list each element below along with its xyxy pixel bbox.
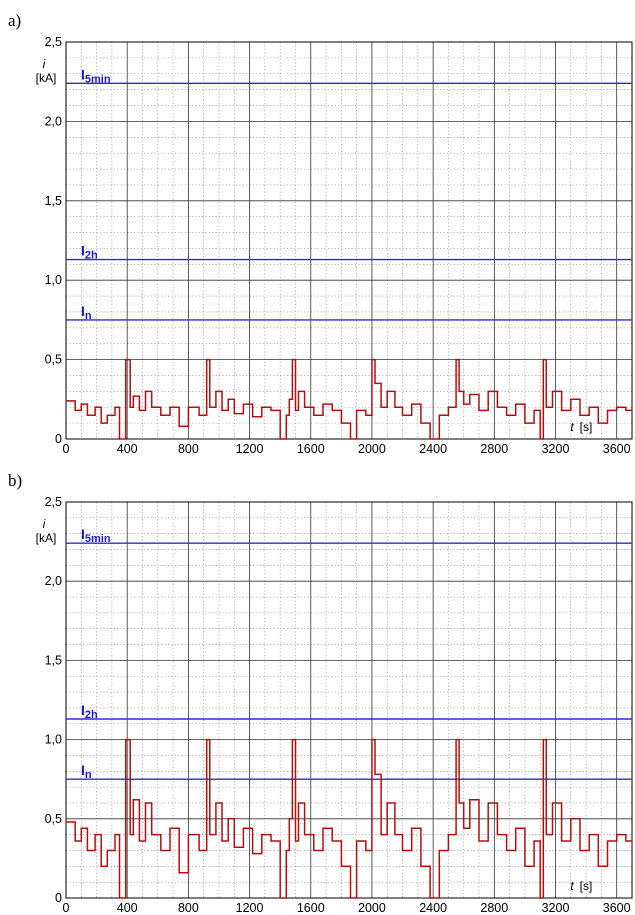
reference-label-main: I [81, 762, 85, 778]
y-tick-label: 0,5 [45, 812, 62, 826]
panel-label: a) [8, 11, 21, 30]
x-tick-label: 2400 [419, 442, 447, 456]
reference-label-2h: I2h [81, 702, 98, 721]
x-axis-unit: [s] [580, 420, 593, 434]
y-tick-label: 2,5 [45, 35, 62, 49]
x-tick-label: 2000 [358, 442, 386, 456]
x-tick-label: 3600 [603, 901, 631, 915]
x-tick-label: 2800 [480, 901, 508, 915]
plot-frame [65, 501, 633, 899]
reference-label-main: I [81, 702, 85, 718]
current-series-line [66, 738, 632, 899]
y-axis-unit: [kA] [36, 531, 57, 545]
reference-label-sub: 5min [85, 73, 111, 85]
reference-label-main: I [81, 66, 85, 82]
y-tick-label: 0,5 [45, 353, 62, 367]
y-tick-label: 2,0 [45, 574, 62, 588]
x-tick-label: 2800 [480, 442, 508, 456]
y-tick-label: 1,5 [45, 653, 62, 667]
reference-label-main: I [81, 303, 85, 319]
y-axis-unit: [kA] [36, 71, 57, 85]
y-axis-variable: i [43, 517, 46, 531]
y-tick-label: 0 [55, 891, 62, 905]
y-tick-label: 2,5 [45, 495, 62, 509]
reference-label-main: I [81, 526, 85, 542]
major-grid [66, 502, 632, 898]
x-tick-label: 800 [178, 442, 199, 456]
x-tick-label: 0 [63, 901, 70, 915]
x-axis-variable: t [570, 879, 574, 893]
reference-label-n: In [81, 762, 92, 781]
reference-label-sub: n [85, 310, 92, 322]
x-tick-label: 1200 [236, 901, 264, 915]
x-tick-label: 400 [117, 442, 138, 456]
y-tick-label: 1,0 [45, 273, 62, 287]
major-grid [66, 42, 632, 439]
x-tick-label: 400 [117, 901, 138, 915]
x-axis-unit: [s] [580, 879, 593, 893]
y-axis-variable: i [43, 57, 46, 71]
x-tick-label: 3200 [542, 442, 570, 456]
x-tick-label: 3200 [542, 901, 570, 915]
reference-label-5min: I5min [81, 526, 111, 545]
y-tick-label: 2,0 [45, 114, 62, 128]
reference-label-sub: 5min [85, 533, 111, 545]
panel-label: b) [8, 471, 22, 490]
y-tick-label: 0 [55, 432, 62, 446]
reference-label-2h: I2h [81, 243, 98, 262]
x-tick-label: 1600 [297, 901, 325, 915]
x-tick-label: 2400 [419, 901, 447, 915]
reference-label-n: In [81, 303, 92, 322]
reference-label-sub: 2h [85, 709, 98, 721]
x-tick-label: 800 [178, 901, 199, 915]
x-tick-label: 1200 [236, 442, 264, 456]
chart-panel-2: b) 0 400 800 1200 1600 2000 2400 2800 3200 3600 0 0,… [8, 471, 633, 915]
reference-label-sub: n [85, 769, 92, 781]
chart-panel-1: a) 0 400 800 1200 1600 2000 2400 2800 3200 3600 0 0,… [8, 11, 633, 456]
current-series-line [66, 358, 632, 440]
x-tick-label: 3600 [603, 442, 631, 456]
plot-frame [65, 41, 633, 440]
reference-label-main: I [81, 243, 85, 259]
x-tick-label: 0 [63, 442, 70, 456]
x-tick-label: 1600 [297, 442, 325, 456]
y-tick-label: 1,0 [45, 733, 62, 747]
reference-label-sub: 2h [85, 250, 98, 262]
x-tick-label: 2000 [358, 901, 386, 915]
reference-label-5min: I5min [81, 66, 111, 85]
y-tick-label: 1,5 [45, 194, 62, 208]
x-axis-variable: t [570, 420, 574, 434]
